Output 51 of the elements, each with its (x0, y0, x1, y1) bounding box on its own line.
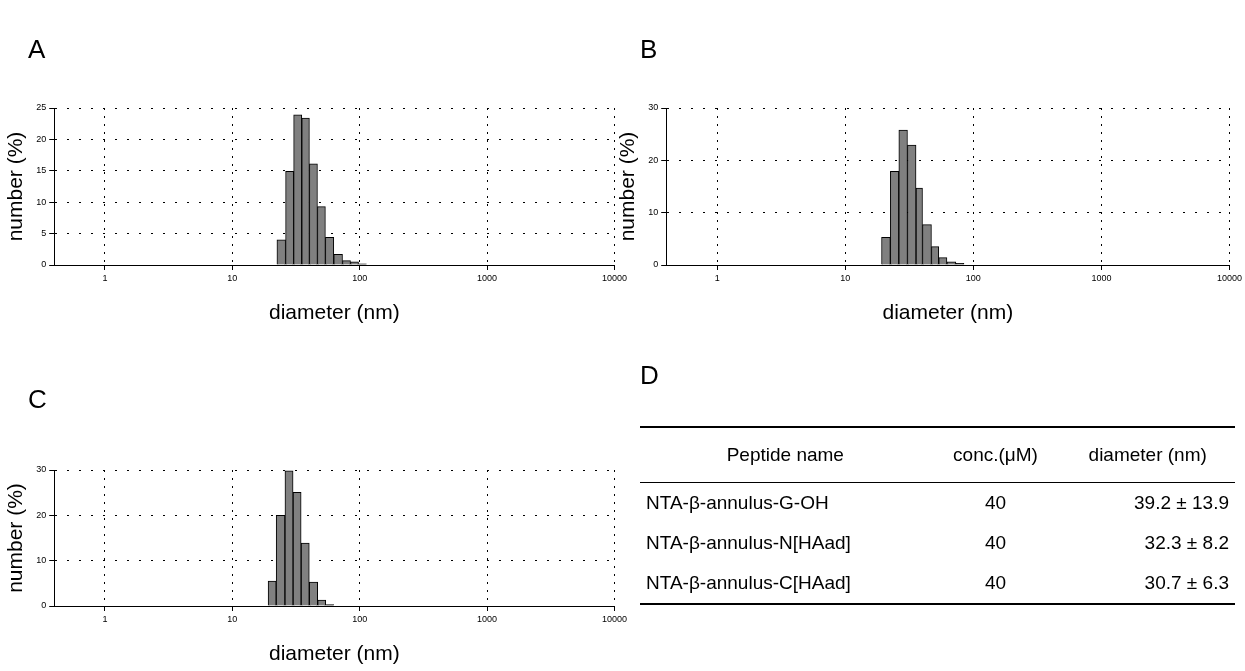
text: D (640, 360, 659, 391)
x-tick-label: 10000 (601, 613, 627, 624)
y-axis-title: number (%) (3, 483, 27, 593)
y-tick-label: 10 (36, 555, 47, 566)
x-tick-label: 1 (714, 272, 720, 283)
text: NTA-β-annulus-G-OH (645, 491, 830, 515)
y-tick-label: 30 (36, 464, 47, 475)
y-tick-label: 0 (653, 259, 659, 270)
x-tick-label: 1 (102, 613, 108, 624)
y-tick-label: 20 (648, 154, 659, 165)
x-tick-label: 1 (102, 272, 108, 283)
chart-title: A (28, 34, 46, 65)
x-axis-title: diameter (nm) (269, 300, 400, 324)
y-tick-label: 20 (36, 509, 47, 520)
chart-title: B (640, 34, 658, 65)
text: conc.(μM) (930, 427, 1061, 483)
y-axis-title: number (%) (615, 131, 639, 242)
y-tick-label: 15 (36, 165, 47, 176)
x-tick-label: 1000 (477, 613, 498, 624)
y-tick-label: 0 (41, 600, 47, 611)
text: 30.7 ± 6.3 (1143, 571, 1230, 595)
text: Peptide name (640, 427, 931, 483)
text: 40 (983, 531, 1008, 555)
x-tick-label: 1000 (1091, 272, 1112, 283)
y-tick-label: 30 (648, 102, 659, 113)
text: NTA-β-annulus-N[HAad] (645, 531, 852, 555)
x-axis-title: diameter (nm) (882, 300, 1014, 324)
x-tick-label: 1000 (477, 272, 498, 283)
text: NTA-β-annulus-C[HAad] (645, 571, 852, 595)
y-tick-label: 0 (41, 259, 47, 270)
x-tick-label: 100 (965, 272, 981, 283)
text: diameter (nm) (1060, 427, 1235, 483)
text: 40 (983, 491, 1008, 515)
x-tick-label: 10 (227, 272, 238, 283)
x-tick-label: 10000 (1216, 272, 1242, 283)
x-tick-label: 100 (352, 613, 368, 624)
y-tick-label: 5 (41, 228, 47, 239)
x-axis-title: diameter (nm) (269, 641, 400, 665)
y-tick-label: 20 (36, 133, 47, 144)
x-tick-label: 100 (352, 272, 368, 283)
y-tick-label: 25 (36, 102, 47, 113)
chart-title: C (28, 384, 47, 415)
y-tick-label: 10 (36, 196, 47, 207)
y-axis-title: number (%) (3, 131, 27, 242)
y-tick-label: 10 (648, 207, 659, 218)
text: 39.2 ± 13.9 (1133, 491, 1230, 515)
x-tick-label: 10 (227, 613, 238, 624)
x-tick-label: 10000 (601, 272, 627, 283)
x-tick-label: 10 (840, 272, 851, 283)
text: 32.3 ± 8.2 (1143, 531, 1230, 555)
text: 40 (983, 571, 1008, 595)
